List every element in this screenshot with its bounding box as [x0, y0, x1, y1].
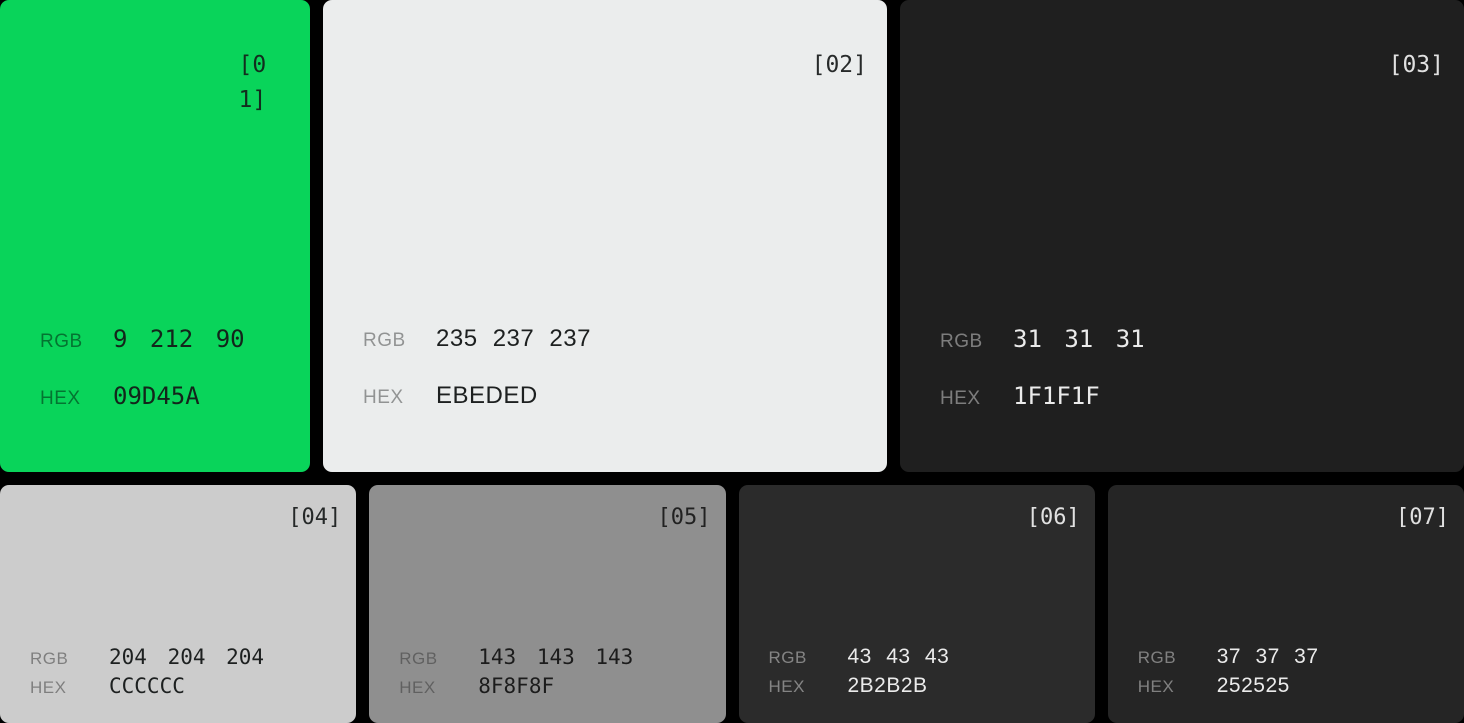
hex-value: 2B2B2B	[847, 674, 928, 697]
rgb-row: RGB 143 143 143	[399, 645, 633, 669]
rgb-label: RGB	[940, 331, 983, 352]
rgb-label: RGB	[1137, 648, 1177, 667]
swatch-tile-05: [05] RGB 143 143 143 HEX 8F8F8F	[369, 485, 726, 723]
hex-label: HEX	[768, 677, 805, 696]
hex-label: HEX	[363, 387, 404, 408]
rgb-row: RGB 31 31 31	[940, 325, 1145, 353]
swatch-info: RGB 31 31 31 HEX 1F1F1F	[940, 325, 1145, 410]
hex-value: 1F1F1F	[1013, 382, 1100, 410]
swatch-info: RGB 9 212 90 HEX 09D45A	[40, 325, 245, 410]
hex-label: HEX	[1137, 677, 1175, 696]
swatch-tile-06: [06] RGB 43 43 43 HEX 2B2B2B	[738, 485, 1095, 723]
rgb-row: RGB 9 212 90	[40, 325, 245, 353]
hex-row: HEX 2B2B2B	[769, 674, 950, 698]
rgb-value: 9 212 90	[113, 325, 245, 353]
rgb-value: 43 43 43	[847, 645, 950, 668]
swatch-info: RGB 235 237 237 HEX EBEDED	[363, 325, 591, 410]
swatch-info: RGB 204 204 204 HEX CCCCCC	[30, 645, 264, 698]
hex-value: 8F8F8F	[478, 674, 555, 698]
swatch-tile-02: [02] RGB 235 237 237 HEX EBEDED	[323, 0, 887, 472]
hex-label: HEX	[30, 678, 67, 697]
rgb-value: 143 143 143	[478, 645, 634, 669]
hex-row: HEX 8F8F8F	[399, 674, 633, 698]
hex-value: EBEDED	[436, 382, 538, 409]
hex-row: HEX 09D45A	[40, 382, 245, 410]
swatch-tile-03: [03] RGB 31 31 31 HEX 1F1F1F	[900, 0, 1464, 472]
rgb-row: RGB 37 37 37	[1138, 645, 1319, 669]
swatch-index-label: [02]	[811, 52, 867, 78]
rgb-value: 235 237 237	[436, 325, 591, 352]
rgb-label: RGB	[768, 648, 807, 667]
hex-value: CCCCCC	[109, 674, 185, 698]
swatch-index-label: [04]	[288, 505, 342, 530]
rgb-label: RGB	[399, 649, 438, 668]
hex-value: 09D45A	[113, 382, 200, 410]
rgb-row: RGB 204 204 204	[30, 645, 264, 669]
rgb-value: 37 37 37	[1216, 645, 1319, 668]
swatch-info: RGB 143 143 143 HEX 8F8F8F	[399, 645, 633, 698]
swatch-index-label: [03]	[1388, 52, 1444, 78]
hex-row: HEX CCCCCC	[30, 674, 264, 698]
swatch-index-label: [05]	[657, 505, 711, 530]
palette-row-bottom: [04] RGB 204 204 204 HEX CCCCCC [05] RGB…	[0, 485, 1464, 723]
swatch-tile-04: [04] RGB 204 204 204 HEX CCCCCC	[0, 485, 357, 723]
rgb-value: 31 31 31	[1013, 325, 1145, 353]
rgb-row: RGB 235 237 237	[363, 325, 591, 353]
rgb-row: RGB 43 43 43	[769, 645, 950, 669]
hex-label: HEX	[40, 388, 81, 409]
swatch-tile-07: [07] RGB 37 37 37 HEX 252525	[1107, 485, 1464, 723]
hex-value: 252525	[1216, 674, 1290, 697]
swatch-tile-01: [01] RGB 9 212 90 HEX 09D45A	[0, 0, 310, 472]
hex-row: HEX EBEDED	[363, 382, 591, 410]
hex-row: HEX 252525	[1138, 674, 1319, 698]
swatch-info: RGB 43 43 43 HEX 2B2B2B	[769, 645, 950, 698]
rgb-label: RGB	[40, 331, 83, 352]
swatch-index-label: [06]	[1026, 505, 1080, 530]
rgb-value: 204 204 204	[109, 645, 265, 669]
swatch-index-label: [01]	[238, 52, 267, 113]
hex-label: HEX	[940, 388, 981, 409]
palette-row-top: [01] RGB 9 212 90 HEX 09D45A [02] RGB 23…	[0, 0, 1464, 472]
swatch-index-label: [07]	[1396, 505, 1449, 530]
rgb-label: RGB	[363, 330, 406, 351]
rgb-label: RGB	[30, 649, 69, 668]
hex-label: HEX	[399, 678, 436, 697]
swatch-info: RGB 37 37 37 HEX 252525	[1138, 645, 1319, 698]
hex-row: HEX 1F1F1F	[940, 382, 1145, 410]
